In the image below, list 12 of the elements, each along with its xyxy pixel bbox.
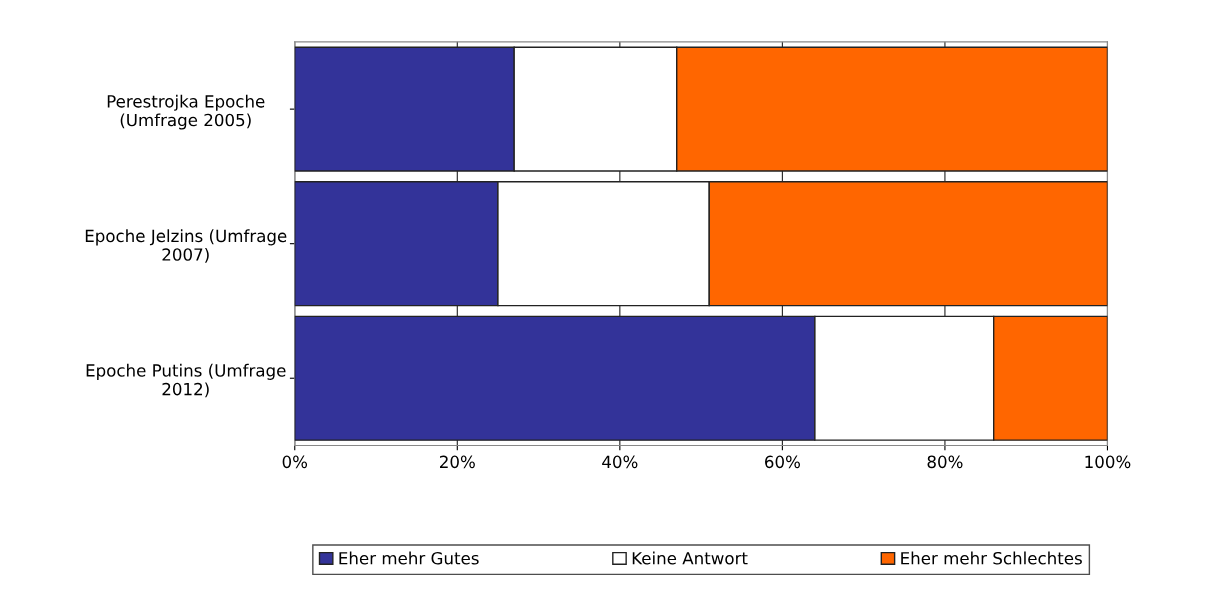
- legend-label: Keine Antwort: [632, 551, 748, 565]
- y-tick-label: Epoche Putins (Umfrage 2012): [86, 363, 286, 398]
- x-tick-label: 0%: [282, 455, 308, 469]
- x-tick-label: 80%: [927, 455, 963, 469]
- x-tick-label: 40%: [602, 455, 638, 469]
- y-tick-label: Epoche Jelzins (Umfrage 2007): [85, 229, 287, 263]
- legend-label: Eher mehr Gutes: [339, 551, 479, 565]
- y-tick-label: Perestrojka Epoche (Umfrage 2005): [107, 94, 265, 130]
- legend-label: Eher mehr Schlechtes: [901, 551, 1082, 565]
- x-tick-label: 100%: [1085, 455, 1131, 469]
- x-tick-label: 20%: [440, 455, 475, 469]
- x-tick-label: 60%: [765, 455, 800, 469]
